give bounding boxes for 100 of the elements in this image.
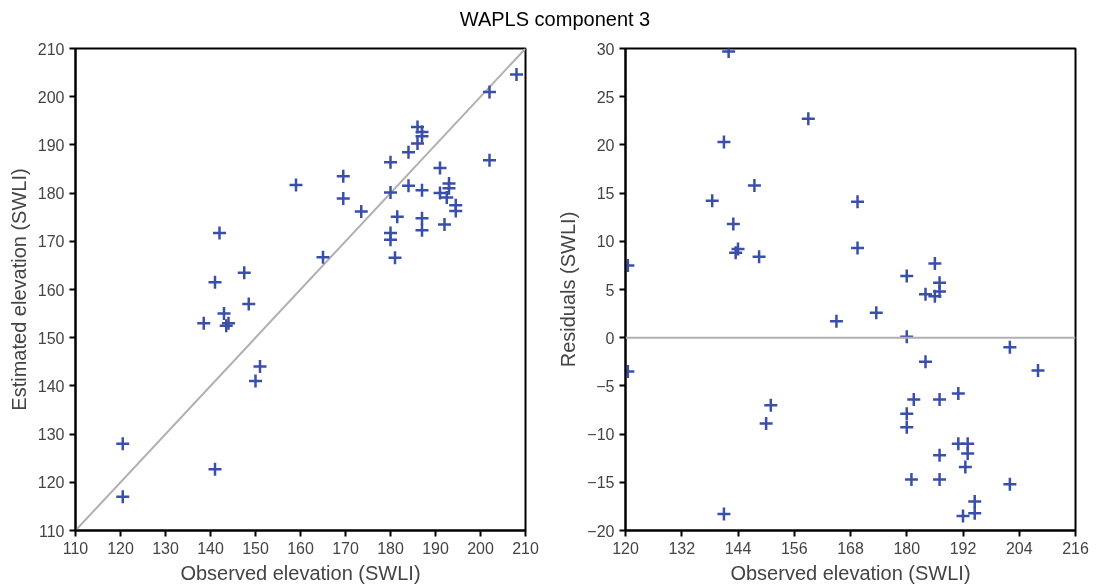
point (950, 385, 967, 402)
point (1002, 476, 1018, 492)
point (382, 154, 399, 170)
x-tick-label: 216 (1062, 539, 1089, 557)
point (746, 177, 763, 194)
point (716, 506, 732, 522)
point (903, 471, 920, 488)
point (917, 354, 934, 370)
point (955, 508, 971, 524)
y-tick-label: 5 (605, 281, 615, 299)
x-tick-label: 132 (668, 539, 696, 557)
point (115, 489, 131, 505)
y-tick-label: −15 (587, 474, 615, 492)
x-axis-title: Observed elevation (SWLI) (180, 561, 421, 584)
y-tick-label: 130 (37, 426, 65, 444)
point (207, 461, 223, 478)
x-tick-label: 180 (893, 539, 921, 557)
x-tick-label: 144 (724, 539, 752, 557)
point (247, 373, 264, 389)
point (899, 406, 915, 422)
point (927, 255, 943, 272)
y-tick-label: −5 (596, 377, 615, 395)
point (899, 268, 915, 284)
point (389, 208, 405, 225)
point (400, 178, 417, 194)
point (899, 328, 915, 345)
y-tick-label: 20 (596, 136, 615, 154)
point (966, 505, 983, 521)
x-tick-label: 140 (197, 539, 224, 557)
point (414, 210, 430, 226)
point (716, 134, 732, 150)
y-tick-label: 25 (596, 88, 615, 106)
point (252, 358, 268, 375)
y-tick-label: 10 (596, 233, 615, 251)
point (216, 305, 232, 322)
x-axis-title: Observed elevation (SWLI) (730, 561, 971, 584)
point (1002, 339, 1018, 356)
point (335, 190, 351, 207)
x-tick-label: 170 (332, 539, 359, 557)
point (439, 189, 455, 206)
y-tick-label: 0 (605, 329, 615, 347)
x-tick-label: 180 (377, 539, 404, 557)
x-tick-label: 110 (62, 539, 89, 557)
x-tick-label: 120 (107, 539, 134, 557)
x-tick-label: 200 (467, 539, 494, 557)
point (382, 184, 399, 201)
y-tick-label: 110 (38, 522, 65, 540)
point (800, 111, 817, 127)
point (704, 193, 720, 209)
point (508, 66, 525, 83)
y-tick-label: 170 (37, 233, 65, 251)
point (288, 177, 304, 193)
y-tick-label: −10 (587, 426, 615, 444)
point (758, 415, 774, 432)
y-tick-label: 15 (596, 185, 615, 203)
x-tick-label: 160 (287, 539, 314, 557)
y-tick-label: 190 (37, 136, 65, 154)
x-tick-label: 130 (152, 539, 179, 557)
chart-title: WAPLS component 3 (459, 7, 651, 32)
y-axis-title: Residuals (SWLI) (557, 211, 580, 368)
point (931, 283, 948, 300)
point (414, 222, 430, 238)
point (382, 232, 399, 248)
x-tick-label: 168 (837, 539, 864, 557)
point (387, 249, 403, 266)
point (957, 459, 974, 475)
point (409, 119, 426, 135)
point (335, 168, 351, 184)
point (849, 194, 866, 210)
x-tick-label: 190 (422, 539, 449, 557)
y-tick-label: 200 (37, 88, 65, 106)
x-tick-label: 156 (780, 539, 808, 557)
point (899, 419, 915, 436)
point (236, 264, 252, 281)
point (353, 203, 369, 220)
point (207, 274, 223, 291)
point (1030, 362, 1046, 379)
y-tick-label: −20 (587, 522, 615, 540)
point (727, 245, 744, 261)
x-tick-label: 150 (242, 539, 269, 557)
point (414, 182, 430, 198)
y-tick-label: 140 (37, 377, 65, 395)
point (432, 160, 448, 176)
point (481, 84, 498, 100)
point (315, 249, 331, 265)
x-tick-label: 210 (512, 539, 539, 557)
y-axis-title: Estimated elevation (SWLI) (7, 168, 30, 411)
point (241, 296, 257, 312)
point (959, 445, 976, 462)
y-tick-label: 210 (37, 40, 65, 58)
y-tick-label: 120 (37, 474, 65, 492)
point (725, 216, 742, 232)
point (730, 241, 746, 257)
point (849, 240, 866, 256)
point (115, 435, 131, 452)
point (931, 471, 948, 488)
point (751, 248, 767, 265)
point (966, 493, 983, 510)
point (211, 225, 228, 241)
point (917, 286, 934, 303)
